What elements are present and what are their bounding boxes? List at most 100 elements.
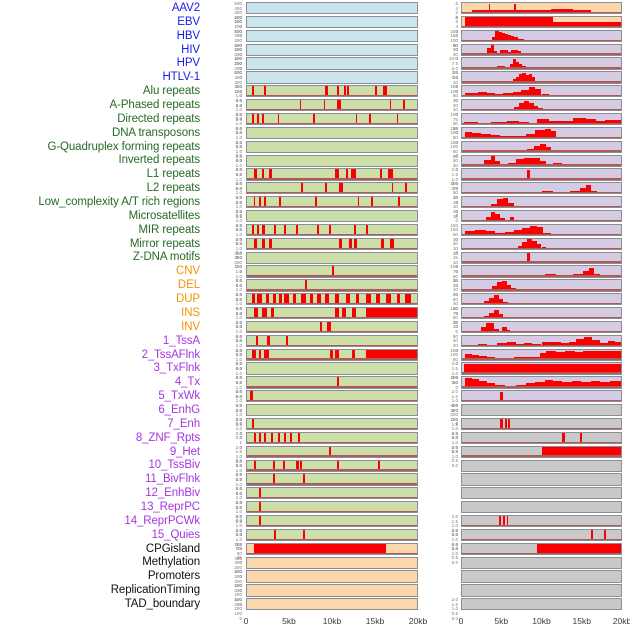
left-track-1-tssa[interactable] bbox=[246, 334, 418, 347]
right-track-10-tssbiv[interactable] bbox=[461, 459, 622, 472]
left-track-hpv[interactable] bbox=[246, 57, 418, 70]
right-track-dna-transposons[interactable] bbox=[461, 126, 622, 140]
left-track-14-reprpcwk[interactable] bbox=[246, 514, 418, 528]
left-track-dna-transposons[interactable] bbox=[246, 126, 418, 140]
left-track-low-complexity-a-t-rich-regions[interactable] bbox=[246, 196, 418, 209]
left-track-z-dna-motifs[interactable] bbox=[246, 251, 418, 264]
track-baseline bbox=[462, 150, 621, 152]
axis-tick-label: 1.0 bbox=[235, 107, 242, 113]
left-track-g-quadruplex-forming-repeats[interactable] bbox=[246, 140, 418, 153]
right-track-dup[interactable] bbox=[461, 293, 622, 306]
left-track-inverted-repeats[interactable] bbox=[246, 154, 418, 167]
left-track-aav2[interactable] bbox=[246, 2, 418, 15]
right-track-13-reprpc[interactable] bbox=[461, 501, 622, 514]
right-track-del[interactable] bbox=[461, 279, 622, 292]
axis-tick-label: 0.5 bbox=[235, 416, 242, 422]
data-bar bbox=[272, 474, 275, 485]
left-track-del[interactable] bbox=[246, 279, 418, 292]
left-track-a-phased-repeats[interactable] bbox=[246, 99, 418, 112]
right-track-tad-boundary[interactable] bbox=[461, 598, 622, 611]
left-track-promoters[interactable] bbox=[246, 570, 418, 583]
right-track-12-enhbiv[interactable] bbox=[461, 487, 622, 500]
right-track-low-complexity-a-t-rich-regions[interactable] bbox=[461, 196, 622, 209]
right-track-9-het[interactable] bbox=[461, 445, 622, 458]
right-track-hpv[interactable] bbox=[461, 57, 622, 70]
left-track-ins[interactable] bbox=[246, 307, 418, 320]
data-bar bbox=[552, 22, 621, 28]
right-track-inverted-repeats[interactable] bbox=[461, 154, 622, 167]
right-track-cpgisland[interactable] bbox=[461, 542, 622, 555]
left-track-3-txflnk[interactable] bbox=[246, 362, 418, 375]
right-track-14-reprpcwk[interactable] bbox=[461, 514, 622, 528]
axis-tick-label: 0.0 bbox=[235, 296, 242, 302]
right-track-7-enh[interactable] bbox=[461, 417, 622, 431]
right-track-mirror-repeats[interactable] bbox=[461, 237, 622, 250]
right-track-methylation[interactable] bbox=[461, 556, 622, 569]
left-track-dup[interactable] bbox=[246, 293, 418, 306]
right-track-z-dna-motifs[interactable] bbox=[461, 251, 622, 264]
left-track-11-bivflnk[interactable] bbox=[246, 473, 418, 486]
right-track-4-tx[interactable] bbox=[461, 376, 622, 389]
right-track-ins[interactable] bbox=[461, 307, 622, 320]
left-track-12-enhbiv[interactable] bbox=[246, 487, 418, 500]
data-bar bbox=[528, 87, 536, 97]
right-track-8-znf-rpts[interactable] bbox=[461, 431, 622, 445]
left-track-cpgisland[interactable] bbox=[246, 542, 418, 555]
left-track-15-quies[interactable] bbox=[246, 528, 418, 542]
track-plot-area bbox=[462, 474, 621, 484]
left-track-inv[interactable] bbox=[246, 320, 418, 334]
right-track-l1-repeats[interactable] bbox=[461, 168, 622, 181]
left-track-replicationtiming[interactable] bbox=[246, 584, 418, 597]
right-track-2-tssaflnk[interactable] bbox=[461, 348, 622, 361]
right-track-aav2[interactable] bbox=[461, 2, 622, 15]
right-track-replicationtiming[interactable] bbox=[461, 584, 622, 597]
right-track-3-txflnk[interactable] bbox=[461, 362, 622, 375]
right-track-5-txwk[interactable] bbox=[461, 390, 622, 403]
right-track-l2-repeats[interactable] bbox=[461, 182, 622, 195]
right-track-11-bivflnk[interactable] bbox=[461, 473, 622, 486]
left-track-l2-repeats[interactable] bbox=[246, 182, 418, 195]
data-bar bbox=[495, 214, 501, 222]
left-track-cnv[interactable] bbox=[246, 265, 418, 278]
right-track-alu-repeats[interactable] bbox=[461, 85, 622, 98]
left-track-alu-repeats[interactable] bbox=[246, 85, 418, 98]
right-track-promoters[interactable] bbox=[461, 570, 622, 583]
left-track-7-enh[interactable] bbox=[246, 417, 418, 431]
data-bar bbox=[539, 144, 547, 152]
axis-tick-label: 1.0 bbox=[235, 301, 242, 307]
right-track-ebv[interactable] bbox=[461, 15, 622, 29]
right-track-a-phased-repeats[interactable] bbox=[461, 99, 622, 112]
left-track-htlv-1[interactable] bbox=[246, 71, 418, 84]
right-track-15-quies[interactable] bbox=[461, 528, 622, 542]
left-track-5-txwk[interactable] bbox=[246, 390, 418, 403]
left-track-8-znf-rpts[interactable] bbox=[246, 431, 418, 445]
left-track-tad-boundary[interactable] bbox=[246, 598, 418, 611]
left-track-ebv[interactable] bbox=[246, 15, 418, 29]
left-track-directed-repeats[interactable] bbox=[246, 112, 418, 126]
left-track-9-het[interactable] bbox=[246, 445, 418, 458]
left-track-13-reprpc[interactable] bbox=[246, 501, 418, 514]
right-track-microsatellites[interactable] bbox=[461, 209, 622, 223]
right-track-hiv[interactable] bbox=[461, 43, 622, 56]
left-track-4-tx[interactable] bbox=[246, 376, 418, 389]
right-track-htlv-1[interactable] bbox=[461, 71, 622, 84]
left-track-methylation[interactable] bbox=[246, 556, 418, 569]
right-track-inv[interactable] bbox=[461, 320, 622, 334]
left-track-6-enhg[interactable] bbox=[246, 404, 418, 417]
left-track-mir-repeats[interactable] bbox=[246, 223, 418, 237]
right-track-1-tssa[interactable] bbox=[461, 334, 622, 347]
right-track-cnv[interactable] bbox=[461, 265, 622, 278]
left-track-microsatellites[interactable] bbox=[246, 209, 418, 223]
left-track-hbv[interactable] bbox=[246, 29, 418, 42]
left-track-hiv[interactable] bbox=[246, 43, 418, 56]
right-track-g-quadruplex-forming-repeats[interactable] bbox=[461, 140, 622, 153]
left-track-l1-repeats[interactable] bbox=[246, 168, 418, 181]
right-track-6-enhg[interactable] bbox=[461, 404, 622, 417]
axis-tick-label: 2.0 bbox=[235, 347, 242, 353]
right-track-hbv[interactable] bbox=[461, 29, 622, 42]
left-track-2-tssaflnk[interactable] bbox=[246, 348, 418, 361]
right-track-directed-repeats[interactable] bbox=[461, 112, 622, 126]
right-track-mir-repeats[interactable] bbox=[461, 223, 622, 237]
left-track-10-tssbiv[interactable] bbox=[246, 459, 418, 472]
left-track-mirror-repeats[interactable] bbox=[246, 237, 418, 250]
